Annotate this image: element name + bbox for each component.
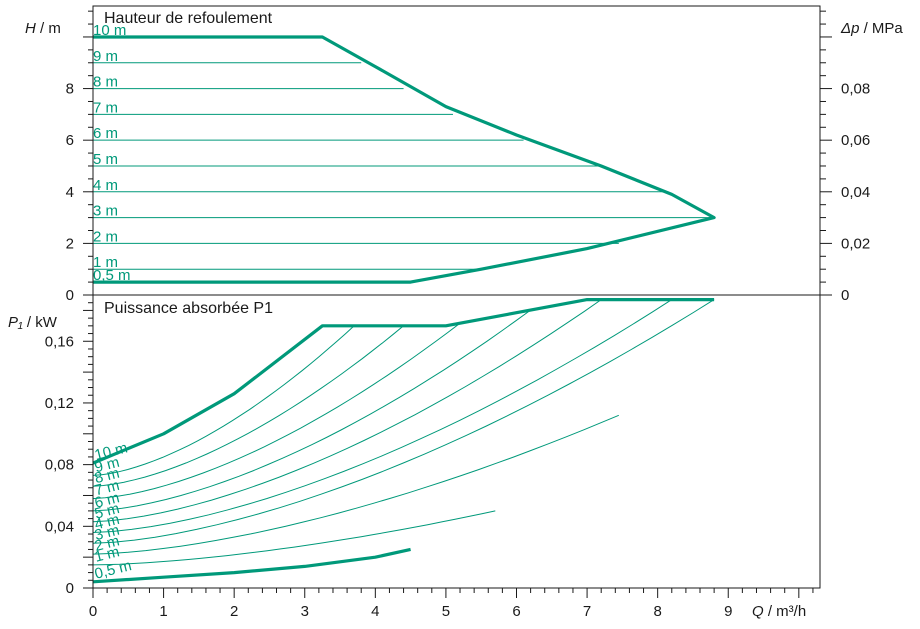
power-setting-curve <box>92 325 355 476</box>
power-setting-curve <box>92 322 461 500</box>
x-axis-label-unit: / m³/h <box>764 603 807 620</box>
power-curve-label: 5 m <box>93 500 121 523</box>
y2-axis-label-unit: / MPa <box>859 20 903 37</box>
head-setting-label: 5 m <box>93 151 118 168</box>
p-axis-label: P₁ / kW <box>8 314 58 331</box>
y2-tick-label: 0,04 <box>841 184 870 201</box>
power-setting-curve <box>92 510 496 566</box>
head-setting-label: 10 m <box>93 22 126 39</box>
y-axis-label-symbol: H <box>25 20 36 37</box>
power-curve-label: 4 m <box>93 511 121 534</box>
y2-tick-label: 0,02 <box>841 235 870 252</box>
p-tick-label: 0,16 <box>45 333 74 350</box>
x-tick-label: 5 <box>442 603 450 620</box>
y2-tick-label: 0,06 <box>841 132 870 149</box>
head-setting-label: 1 m <box>93 254 118 271</box>
p-tick-label: 0,04 <box>45 518 74 535</box>
head-envelope-curve <box>93 35 716 284</box>
power-envelope-curve <box>92 298 715 465</box>
power-setting-curve <box>92 414 619 555</box>
power-curve-label: 2 m <box>93 532 121 555</box>
head-setting-label: 4 m <box>93 177 118 194</box>
y2-axis-label: Δp / MPa <box>840 20 903 37</box>
head-setting-label: 6 m <box>93 125 118 142</box>
x-tick-label: 9 <box>724 603 732 620</box>
y2-tick-label: 0 <box>841 287 849 304</box>
x-tick-label: 1 <box>159 603 167 620</box>
power-curve-label: 3 m <box>93 522 121 545</box>
x-tick-label: 2 <box>230 603 238 620</box>
power-curve-label: 8 m <box>93 465 121 488</box>
x-axis-label-symbol: Q <box>752 603 764 620</box>
x-tick-label: 6 <box>512 603 520 620</box>
power-setting-curve <box>92 325 404 487</box>
x-tick-label: 8 <box>653 603 661 620</box>
p-tick-label: 0 <box>66 580 74 597</box>
y-tick-label: 0 <box>66 287 74 304</box>
x-tick-label: 3 <box>301 603 309 620</box>
x-tick-label: 0 <box>89 603 97 620</box>
power-curve-label: 6 m <box>93 489 121 512</box>
x-tick-label: 4 <box>371 603 379 620</box>
plot-frame <box>92 5 821 589</box>
head-setting-label: 3 m <box>93 203 118 220</box>
y2-tick-label: 0,08 <box>841 81 870 98</box>
top-panel-title: Hauteur de refoulement <box>104 10 273 27</box>
power-setting-curve <box>92 309 531 512</box>
y2-axis-label-symbol: Δp <box>840 20 859 37</box>
y-tick-label: 4 <box>66 184 74 201</box>
x-tick-label: 7 <box>583 603 591 620</box>
power-curve-label: 7 m <box>93 477 121 500</box>
power-min-curve <box>92 547 411 584</box>
head-setting-label: 9 m <box>93 48 118 65</box>
y-tick-label: 2 <box>66 235 74 252</box>
head-setting-label: 8 m <box>93 74 118 91</box>
y-axis-label-unit: / m <box>36 20 61 37</box>
y-tick-label: 6 <box>66 132 74 149</box>
x-axis-label: Q / m³/h <box>752 603 806 620</box>
power-setting-curve <box>92 299 602 523</box>
p-tick-label: 0,12 <box>45 395 74 412</box>
power-curve-label: 9 m <box>93 454 121 477</box>
p-axis-label-symbol: P₁ <box>8 314 23 331</box>
head-setting-label: 0,5 m <box>93 267 131 284</box>
bottom-panel-title: Puissance absorbée P1 <box>104 300 273 317</box>
power-curve-label: 1 m <box>93 543 121 566</box>
y-tick-label: 8 <box>66 81 74 98</box>
power-setting-curve <box>92 299 673 533</box>
y-axis-label: H / m <box>25 20 61 37</box>
head-setting-label: 2 m <box>93 228 118 245</box>
p-tick-label: 0,08 <box>45 457 74 474</box>
p-axis-label-unit: / kW <box>23 314 58 331</box>
head-setting-label: 7 m <box>93 99 118 116</box>
power-setting-curve <box>92 299 715 544</box>
